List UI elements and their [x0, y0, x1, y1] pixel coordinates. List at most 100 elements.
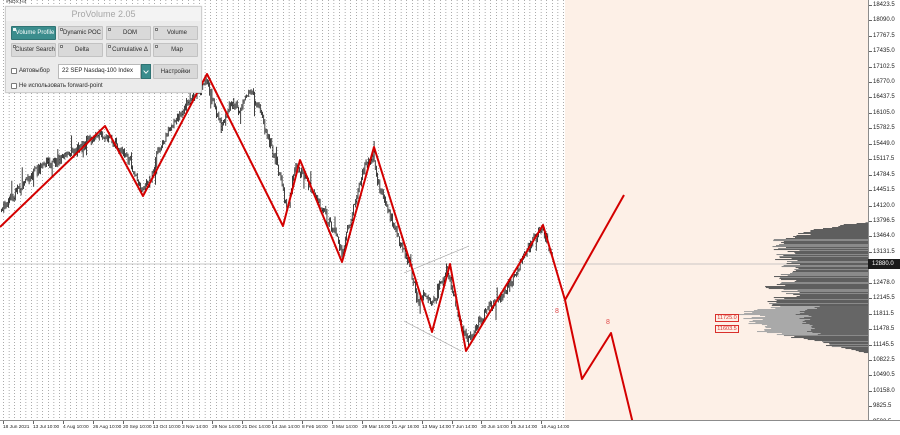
volume-profile-row — [794, 269, 868, 271]
time-axis-tick — [212, 421, 214, 424]
level-label[interactable]: 11603.5 — [715, 325, 739, 333]
dropdown-arrow-button[interactable] — [141, 64, 151, 79]
volume-profile-row — [775, 259, 868, 261]
chevron-down-icon — [143, 69, 149, 74]
volume-profile-row — [840, 225, 868, 227]
volume-profile-row — [810, 230, 868, 232]
price-axis-label: 15782.5 — [869, 125, 895, 132]
volume-profile-row — [822, 341, 868, 343]
dynamic-poc-button[interactable]: Dynamic POC — [58, 26, 103, 40]
time-axis-label: 13 Oct 10:00 — [152, 425, 180, 430]
volume-profile-row — [799, 250, 868, 252]
toggle-checkbox-icon — [13, 45, 16, 48]
volume-profile-row — [799, 292, 868, 294]
volume-profile-row — [807, 331, 868, 333]
button-label: Volume — [166, 30, 187, 36]
volume-profile-row — [820, 333, 868, 335]
volume-profile-row — [792, 271, 868, 273]
volume-profile-row — [814, 340, 868, 342]
volume-profile-row — [799, 318, 868, 320]
volume-profile-row — [798, 268, 868, 270]
delta-button[interactable]: Delta — [58, 43, 103, 57]
volume-profile-row — [826, 345, 868, 347]
volume-profile-row — [811, 330, 868, 332]
forward-point-checkbox[interactable] — [11, 83, 17, 89]
volume-profile-row — [783, 241, 868, 243]
time-axis-label: 7 Jun 14:00 — [451, 425, 477, 430]
instrument-dropdown[interactable]: 22 SEP Nasdaq-100 Index — [58, 64, 141, 79]
price-axis-label: 16105.0 — [869, 109, 895, 116]
time-axis-label: 20 Sep 10:00 — [122, 425, 152, 430]
volume-profile-row — [832, 227, 868, 229]
channel-line — [403, 320, 462, 352]
volume-profile-row — [796, 280, 868, 282]
time-axis-label: 3 Nov 14:00 — [182, 425, 209, 430]
auto-select-checkbox[interactable] — [11, 68, 17, 74]
volume-profile-row — [794, 281, 868, 283]
time-axis-label: 13 Jul 10:00 — [32, 425, 60, 430]
settings-button[interactable]: Настройки — [153, 64, 198, 79]
volume-profile-row — [773, 297, 868, 299]
volume-profile-row — [797, 260, 868, 262]
volume-profile-row — [823, 228, 868, 230]
map-button[interactable]: Map — [153, 43, 198, 57]
time-axis[interactable]: 18 Jun 2021 13 Jul 10:00 4 Aug 10:00 26 Aug… — [0, 420, 900, 435]
volume-profile-row — [780, 274, 868, 276]
price-axis-label: 11811.5 — [869, 310, 894, 317]
button-label: DOM — [123, 30, 137, 36]
price-axis-label: 12478.0 — [869, 279, 895, 286]
volume-profile-button[interactable]: Volume Profile — [11, 26, 56, 40]
volume-profile-row — [810, 231, 868, 233]
cluster-search-button[interactable]: Cluster Search — [11, 43, 56, 57]
volume-profile-row — [794, 336, 868, 338]
price-axis-label: 17102.5 — [869, 63, 895, 70]
toggle-checkbox-icon — [108, 45, 111, 48]
panel-title[interactable]: ProVolume 2.05 — [6, 7, 201, 21]
time-axis-label: 26 Aug 10:00 — [92, 425, 121, 430]
volume-profile-row — [803, 338, 868, 340]
time-axis-label: 18 Jun 2021 — [3, 425, 30, 430]
time-axis-label: 25 Jul 14:00 — [511, 425, 538, 430]
price-axis-label: 12145.5 — [869, 295, 895, 302]
price-axis-label: 17435.0 — [869, 48, 895, 55]
volume-profile-row — [795, 314, 868, 316]
time-axis-label: 3 Mar 14:00 — [331, 425, 358, 430]
cumulative-delta-button[interactable]: Cumulative Δ — [106, 43, 151, 57]
volume-profile-row — [783, 243, 868, 245]
volume-profile-row — [779, 257, 868, 259]
volume-profile-row — [845, 348, 868, 350]
volume-profile-row — [803, 232, 868, 234]
volume-profile-row — [806, 322, 868, 324]
level-label[interactable]: 11725.0 — [715, 314, 739, 322]
forecast-down-line — [564, 299, 637, 435]
price-axis-label: 10158.0 — [869, 387, 895, 394]
volume-profile-row — [787, 251, 868, 253]
volume-button[interactable]: Volume — [153, 26, 198, 40]
volume-profile-row — [811, 316, 868, 318]
price-axis[interactable]: 18423.5 18090.0 17767.5 17435.0 17102.5 16770… — [868, 0, 900, 425]
dom-button[interactable]: DOM — [106, 26, 151, 40]
volume-profile — [736, 222, 868, 354]
time-axis-tick — [331, 421, 333, 424]
forward-point-label: Не использовать forward-point — [19, 83, 103, 89]
price-axis-label: 18423.5 — [869, 1, 895, 8]
volume-profile-row — [812, 325, 868, 327]
button-label: Cluster Search — [15, 47, 55, 53]
symbol-label: #NDX,H4 — [6, 0, 27, 5]
zigzag — [0, 73, 637, 435]
toggle-checkbox-icon — [13, 28, 16, 31]
volume-profile-row — [855, 350, 868, 352]
price-axis-label: 10490.5 — [869, 372, 895, 379]
time-axis-tick — [242, 421, 244, 424]
volume-profile-row — [851, 349, 868, 351]
wave-label: 8 — [606, 319, 610, 326]
volume-profile-row — [780, 283, 868, 285]
volume-profile-row — [773, 249, 868, 251]
price-axis-label: 17767.5 — [869, 32, 895, 39]
time-axis-label: 21 Apr 16:00 — [391, 425, 419, 430]
volume-profile-row — [776, 284, 868, 286]
volume-profile-row — [823, 342, 868, 344]
time-axis-tick — [481, 421, 483, 424]
volume-profile-row — [776, 245, 868, 247]
zigzag-line — [0, 73, 566, 352]
